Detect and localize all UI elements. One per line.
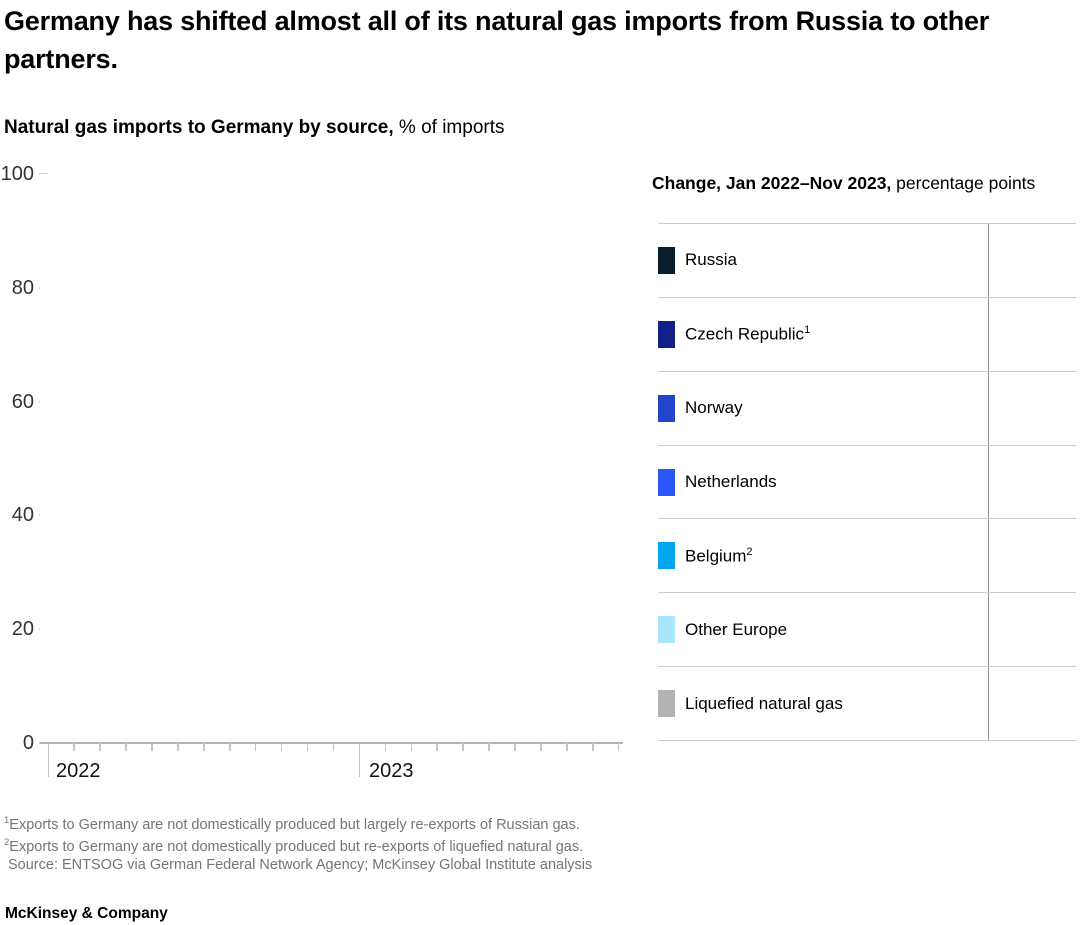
legend-label: Other Europe — [685, 619, 788, 639]
legend-row: Belgium2 — [658, 518, 1076, 592]
change-column-header-bold: Change, Jan 2022–Nov 2023, — [652, 173, 892, 193]
legend-swatch-icon — [658, 468, 675, 496]
legend-row: Netherlands — [658, 444, 1076, 519]
legend-swatch-icon — [658, 690, 675, 718]
x-tick-month — [99, 743, 101, 751]
x-tick-month — [462, 743, 464, 751]
x-tick-year — [47, 743, 49, 777]
legend-row: Czech Republic1 — [658, 296, 1076, 371]
legend-label: Russia — [685, 250, 737, 270]
x-tick-month — [514, 743, 516, 751]
change-column-header: Change, Jan 2022–Nov 2023, percentage po… — [652, 172, 1035, 194]
x-tick-month — [306, 743, 309, 751]
legend-row: Other Europe — [658, 592, 1076, 666]
legend-swatch-icon — [658, 542, 675, 570]
legend-label: Norway — [685, 398, 743, 418]
y-tick-label: 40 — [11, 504, 34, 527]
x-tick-month — [203, 743, 205, 751]
chart-subtitle: Natural gas imports to Germany by source… — [4, 116, 505, 140]
page-title: Germany has shifted almost all of its na… — [4, 6, 990, 74]
x-axis-year-label: 2022 — [56, 760, 101, 782]
footnote-marker: 2 — [746, 545, 753, 558]
source-line: Source: ENTSOG via German Federal Networ… — [8, 856, 593, 873]
x-tick-month — [332, 743, 335, 751]
chart-subtitle-unit: % of imports — [393, 117, 505, 138]
legend-label: Netherlands — [685, 472, 777, 491]
legend-row: Russia — [658, 223, 1076, 297]
legend-table: Russia Czech Republic1 Norway Netherlands Be… — [658, 223, 1076, 741]
line-chart: 100 80 60 40 20 0 2022 2023 — [0, 160, 650, 790]
plot-area — [40, 174, 623, 742]
x-tick-month — [436, 743, 438, 751]
x-tick-month — [151, 743, 153, 751]
legend-row: Liquefied natural gas — [658, 666, 1076, 740]
legend-value-column-divider — [988, 223, 989, 740]
y-tick-label: 100 — [0, 163, 34, 185]
legend-row: Norway — [658, 370, 1076, 445]
x-axis-year-label: 2023 — [369, 760, 414, 782]
x-tick-month — [488, 743, 490, 751]
x-tick-year — [358, 743, 361, 777]
x-tick-month — [566, 743, 568, 751]
x-tick-month — [592, 743, 594, 751]
footnote-marker: 1 — [804, 323, 811, 336]
x-tick-month — [540, 743, 542, 751]
x-tick-month — [73, 743, 75, 751]
legend-label: Belgium2 — [685, 545, 753, 566]
x-tick-month — [280, 743, 283, 751]
chart-subtitle-bold: Natural gas imports to Germany by source… — [4, 117, 394, 138]
x-axis-line — [40, 742, 623, 744]
legend-swatch-icon — [658, 320, 675, 348]
footnotes: 1Exports to Germany are not domestically… — [4, 812, 592, 874]
x-tick-month — [410, 743, 413, 751]
mckinsey-brand: McKinsey & Company — [5, 905, 168, 922]
x-tick-month — [384, 743, 387, 751]
y-tick-label: 20 — [11, 618, 34, 641]
x-tick-month — [229, 743, 231, 751]
x-tick-month — [617, 743, 620, 751]
y-tick-label: 80 — [11, 276, 34, 299]
legend-swatch-icon — [658, 616, 675, 644]
change-column-header-unit: percentage points — [891, 173, 1036, 193]
legend-swatch-icon — [658, 394, 675, 422]
x-tick-month — [177, 743, 179, 751]
footnote-marker: 2 — [4, 837, 10, 849]
footnote-line: 2Exports to Germany are not domestically… — [4, 837, 584, 856]
legend-label: Liquefied natural gas — [685, 693, 843, 713]
legend-swatch-icon — [658, 246, 675, 274]
x-tick-month — [254, 743, 257, 751]
footnote-marker: 1 — [4, 815, 10, 826]
x-tick-month — [125, 743, 127, 751]
footnote-line: 1Exports to Germany are not domestically… — [4, 815, 580, 833]
legend-label: Czech Republic1 — [685, 323, 811, 344]
y-tick-label: 0 — [22, 732, 34, 754]
y-tick-label: 60 — [11, 390, 34, 413]
